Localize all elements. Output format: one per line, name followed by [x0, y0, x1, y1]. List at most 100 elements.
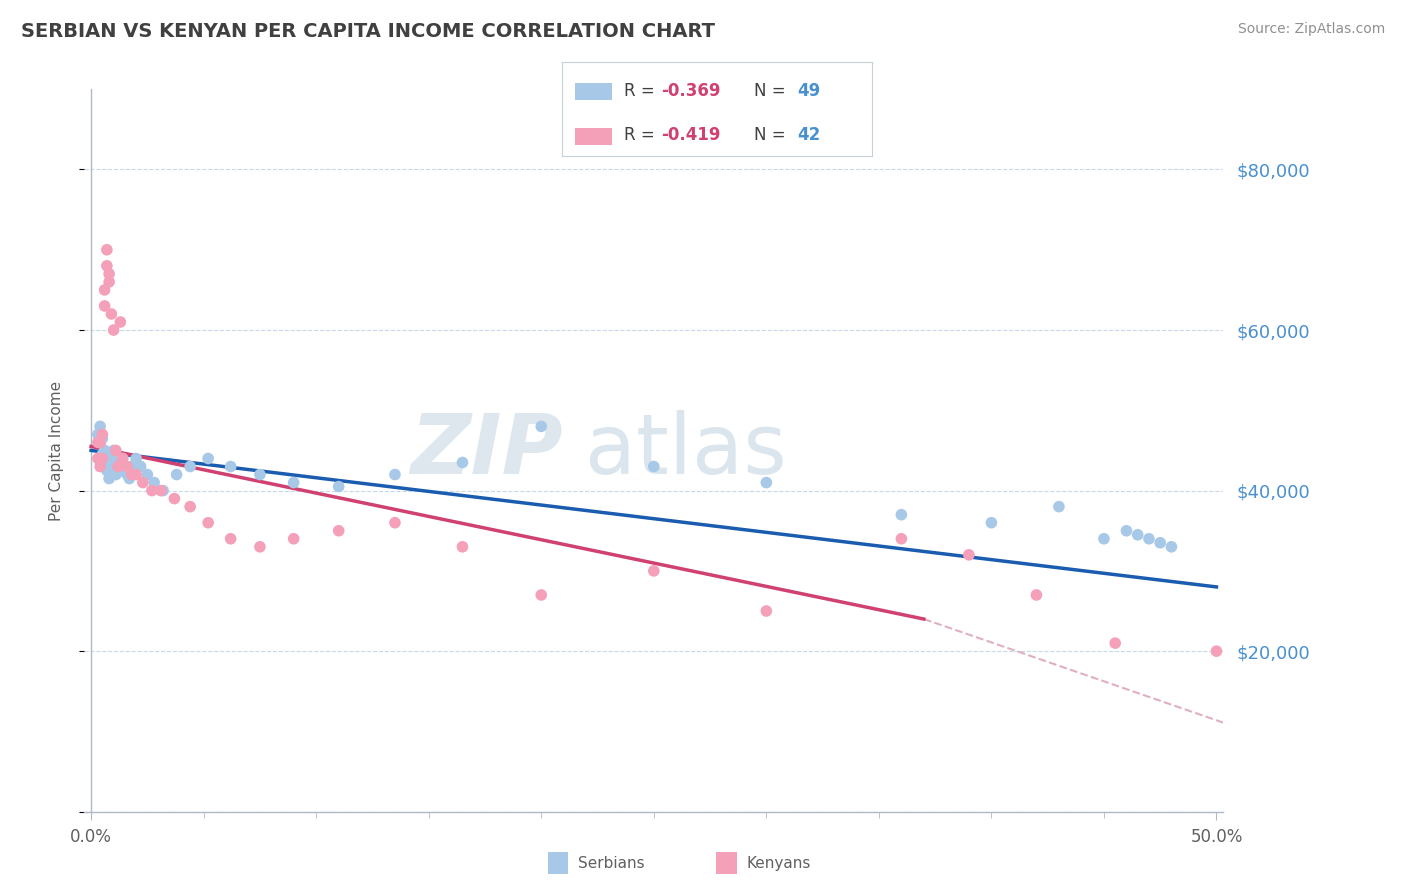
- Point: [1115, 524, 1137, 538]
- Point: [107, 459, 129, 474]
- Point: [111, 451, 134, 466]
- Point: [111, 451, 134, 466]
- Point: [166, 467, 188, 482]
- Point: [91, 451, 114, 466]
- Point: [91, 427, 114, 442]
- Point: [110, 463, 132, 477]
- Point: [89, 459, 111, 474]
- Point: [1104, 636, 1126, 650]
- Point: [103, 323, 125, 337]
- FancyBboxPatch shape: [717, 852, 737, 874]
- Text: N =: N =: [754, 81, 792, 100]
- Point: [451, 455, 474, 469]
- Point: [96, 463, 118, 477]
- Point: [283, 532, 305, 546]
- Point: [125, 451, 148, 466]
- Point: [197, 516, 219, 530]
- Point: [1149, 535, 1171, 549]
- Text: R =: R =: [624, 127, 661, 145]
- Point: [136, 467, 159, 482]
- Text: N =: N =: [754, 127, 792, 145]
- Point: [384, 516, 406, 530]
- Point: [1227, 648, 1250, 662]
- Point: [87, 451, 110, 466]
- Point: [957, 548, 980, 562]
- Point: [530, 419, 553, 434]
- Point: [115, 459, 138, 474]
- Text: atlas: atlas: [585, 410, 787, 491]
- Point: [643, 564, 665, 578]
- Point: [1092, 532, 1115, 546]
- FancyBboxPatch shape: [548, 852, 568, 874]
- Point: [104, 467, 127, 482]
- Point: [98, 267, 121, 281]
- Point: [1025, 588, 1047, 602]
- Point: [530, 588, 553, 602]
- Point: [100, 451, 122, 466]
- Point: [96, 259, 118, 273]
- Point: [129, 459, 152, 474]
- Text: 42: 42: [797, 127, 821, 145]
- Point: [141, 483, 163, 498]
- Point: [96, 243, 118, 257]
- Point: [93, 443, 115, 458]
- Point: [98, 459, 121, 474]
- Point: [87, 427, 110, 442]
- Point: [91, 431, 114, 445]
- Point: [143, 475, 166, 490]
- Point: [451, 540, 474, 554]
- Point: [152, 483, 174, 498]
- FancyBboxPatch shape: [575, 83, 612, 100]
- Point: [890, 532, 912, 546]
- Point: [163, 491, 186, 506]
- Point: [283, 475, 305, 490]
- Point: [104, 443, 127, 458]
- Point: [755, 475, 778, 490]
- Point: [149, 483, 172, 498]
- Text: ZIP: ZIP: [411, 410, 562, 491]
- Point: [179, 500, 201, 514]
- Point: [328, 480, 350, 494]
- Text: -0.419: -0.419: [661, 127, 721, 145]
- Point: [93, 283, 115, 297]
- Text: SERBIAN VS KENYAN PER CAPITA INCOME CORRELATION CHART: SERBIAN VS KENYAN PER CAPITA INCOME CORR…: [21, 22, 716, 41]
- Point: [110, 315, 132, 329]
- Text: 49: 49: [797, 81, 821, 100]
- Point: [93, 299, 115, 313]
- Text: Serbians: Serbians: [578, 855, 645, 871]
- Point: [114, 459, 136, 474]
- FancyBboxPatch shape: [575, 128, 612, 145]
- Point: [980, 516, 1002, 530]
- Point: [328, 524, 350, 538]
- Point: [643, 459, 665, 474]
- Y-axis label: Per Capita Income: Per Capita Income: [49, 380, 63, 521]
- Point: [93, 459, 115, 474]
- Point: [89, 435, 111, 450]
- Point: [121, 459, 143, 474]
- Point: [1137, 532, 1160, 546]
- Point: [219, 459, 242, 474]
- Point: [103, 443, 125, 458]
- Point: [1126, 527, 1149, 541]
- Point: [96, 451, 118, 466]
- Point: [103, 455, 125, 469]
- Point: [91, 447, 114, 462]
- Point: [249, 540, 271, 554]
- Point: [118, 471, 141, 485]
- Point: [384, 467, 406, 482]
- Point: [179, 459, 201, 474]
- Point: [107, 459, 129, 474]
- Point: [100, 467, 122, 482]
- Point: [219, 532, 242, 546]
- Point: [125, 467, 148, 482]
- Point: [115, 467, 138, 482]
- Point: [755, 604, 778, 618]
- Point: [87, 435, 110, 450]
- Point: [890, 508, 912, 522]
- Point: [1047, 500, 1070, 514]
- Point: [1160, 540, 1182, 554]
- Text: Kenyans: Kenyans: [747, 855, 811, 871]
- Point: [197, 451, 219, 466]
- Point: [98, 471, 121, 485]
- Text: Source: ZipAtlas.com: Source: ZipAtlas.com: [1237, 22, 1385, 37]
